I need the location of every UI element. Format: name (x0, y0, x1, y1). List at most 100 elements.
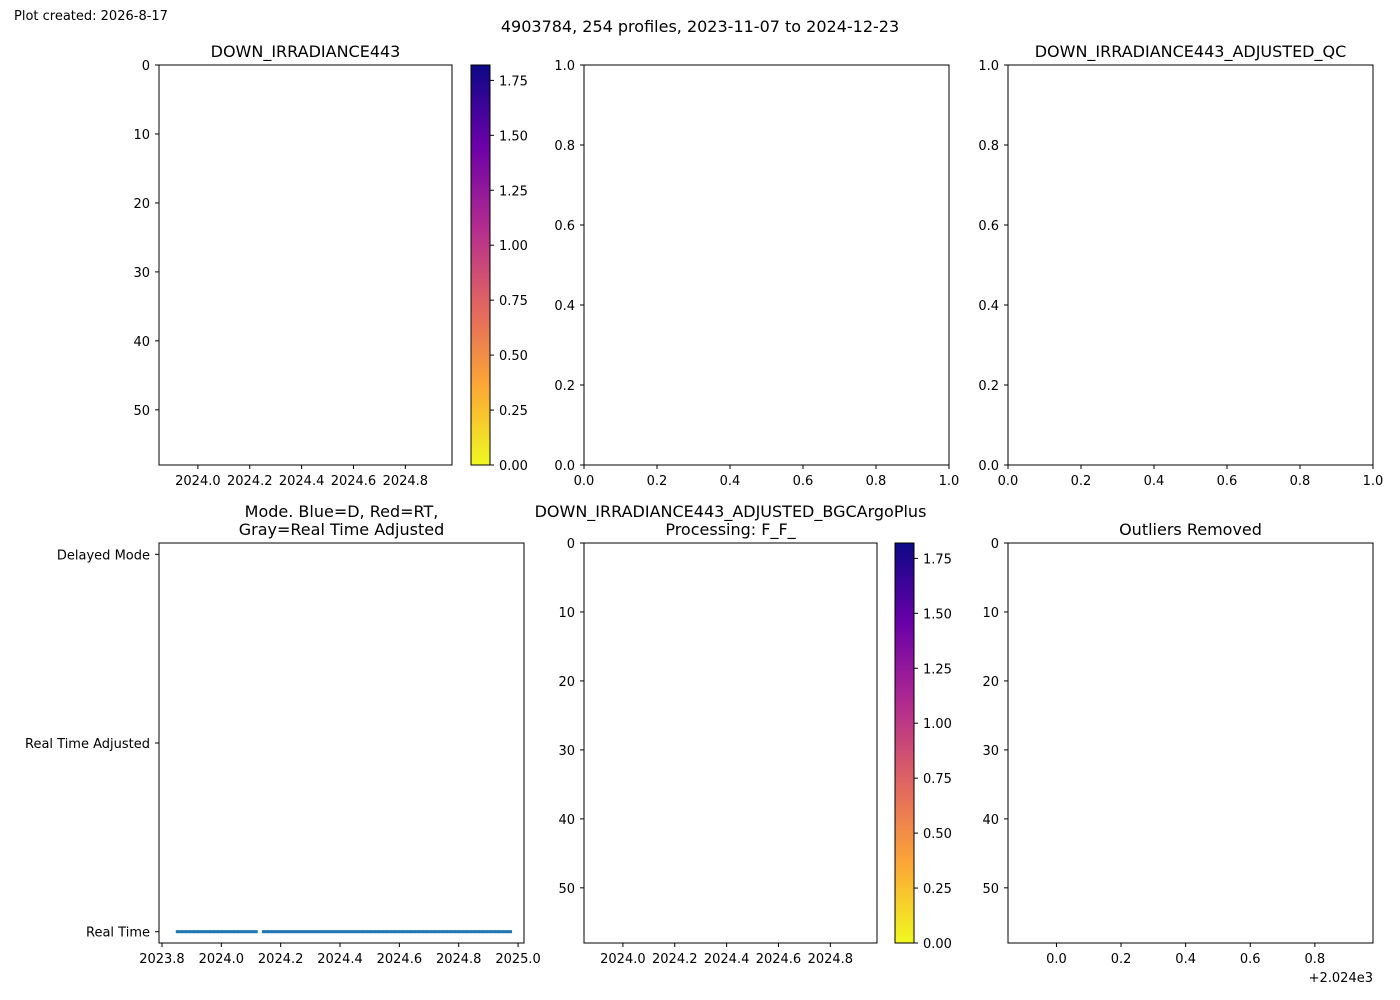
x-tick-label: 2024.2 (227, 474, 273, 489)
data-point (251, 930, 254, 934)
data-point (182, 930, 185, 934)
data-point (292, 930, 295, 934)
data-point (276, 930, 279, 934)
chart-adjusted-qc: 0.0 0.2 0.4 0.6 0.8 1.0 0.0 0.2 0.4 0.6 0.8 1.0 DOWN… (978, 42, 1383, 489)
x-offset-label: +2.024e3 (1309, 971, 1373, 986)
data-point (491, 930, 494, 934)
data-point (376, 930, 379, 934)
data-point (235, 930, 238, 934)
data-point (185, 930, 187, 934)
data-point (272, 930, 275, 934)
axes-title: Mode. Blue=D, Red=RT, (245, 502, 439, 521)
data-point (444, 930, 447, 934)
y-tick-label: 10 (558, 606, 575, 621)
data-point (355, 930, 358, 934)
data-point (395, 930, 398, 934)
data-point (227, 930, 230, 934)
data-point (438, 930, 440, 934)
data-point (428, 930, 431, 934)
data-point (263, 930, 265, 934)
axes-title: DOWN_IRRADIANCE443_ADJUSTED_BGCArgoPlus (535, 502, 927, 522)
data-point (403, 930, 406, 934)
colorbar-tick-label: 0.50 (499, 349, 528, 364)
data-point (293, 930, 296, 934)
data-point (323, 930, 326, 934)
data-point (337, 930, 340, 934)
axes-title: DOWN_IRRADIANCE443 (211, 42, 401, 62)
data-point (287, 930, 290, 934)
data-point (463, 930, 466, 934)
y-tick-label: 40 (982, 813, 999, 828)
data-point (458, 930, 460, 934)
y-tick-label: 50 (558, 882, 575, 897)
data-point (230, 930, 233, 934)
axes-frame (158, 64, 453, 466)
data-point (177, 930, 179, 934)
data-point (427, 930, 430, 934)
x-tick-label: 2024.6 (331, 474, 377, 489)
chart-empty-axes: 0.0 0.2 0.4 0.6 0.8 1.0 0.0 0.2 0.4 0.6 0.8 1.0 (554, 59, 959, 489)
data-point (466, 930, 468, 934)
data-point (506, 930, 509, 934)
data-point (225, 930, 228, 934)
x-tick-label: 2024.8 (808, 952, 854, 967)
y-tick-label: 20 (133, 197, 150, 212)
y-tick-label: 0.4 (978, 299, 999, 314)
data-point (464, 930, 467, 934)
x-tick-label: 2024.2 (652, 952, 698, 967)
data-point (402, 930, 404, 934)
x-tick-label: 2024.8 (383, 474, 429, 489)
data-point (351, 930, 354, 934)
data-point (474, 930, 476, 934)
data-point (388, 930, 391, 934)
data-point (434, 930, 436, 934)
data-point (329, 930, 332, 934)
data-point (480, 930, 483, 934)
series-0 (175, 930, 513, 934)
x-tick-label: 0.4 (1175, 952, 1196, 967)
data-point (221, 930, 224, 934)
data-point (295, 930, 298, 934)
data-point (378, 930, 380, 934)
data-point (190, 930, 193, 934)
data-point (186, 930, 189, 934)
data-point (462, 930, 464, 934)
x-tick-label: 2024.0 (175, 474, 221, 489)
data-point (435, 930, 438, 934)
data-point (311, 930, 314, 934)
x-tick-label: 0.4 (1144, 474, 1165, 489)
data-point (510, 930, 513, 934)
data-point (331, 930, 334, 934)
data-point (206, 930, 209, 934)
subplot-grid: 2024.0 2024.2 2024.4 2024.6 2024.8 0 10 20 30 40 5… (25, 42, 1383, 986)
data-point (271, 930, 274, 934)
colorbar-gradient (471, 65, 490, 465)
data-point (245, 930, 248, 934)
data-point (495, 930, 498, 934)
data-point (418, 930, 420, 934)
data-point (399, 930, 402, 934)
colorbar-tick-label: 1.50 (923, 607, 952, 622)
data-point (392, 930, 395, 934)
data-point (222, 930, 225, 934)
data-point (368, 930, 371, 934)
colorbar-tick-label: 0.00 (499, 459, 528, 474)
data-point (233, 930, 236, 934)
data-point (317, 930, 320, 934)
data-point (347, 930, 350, 934)
data-point (239, 930, 242, 934)
y-tick-label: 0.4 (554, 299, 575, 314)
data-point (226, 930, 229, 934)
data-point (325, 930, 328, 934)
data-point (432, 930, 435, 934)
y-tick-label: 30 (558, 744, 575, 759)
x-tick-label: 0.2 (1071, 474, 1092, 489)
data-point (284, 930, 287, 934)
plot-area (1008, 65, 1373, 465)
data-point (305, 930, 308, 934)
data-point (261, 930, 264, 934)
data-point (420, 930, 423, 934)
data-point (237, 930, 240, 934)
colorbar-tick-label: 0.25 (923, 882, 952, 897)
y-tick-label: 0.0 (978, 459, 999, 474)
